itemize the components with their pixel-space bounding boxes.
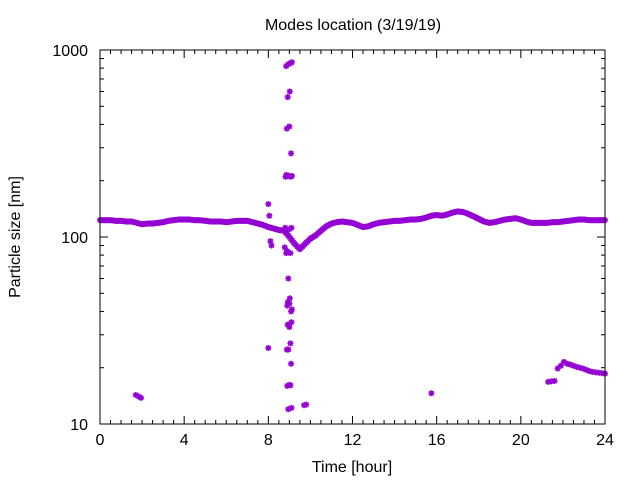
y-axis-label: Particle size [nm] [7,176,24,298]
burst-point [287,382,294,389]
burst-point [303,401,310,408]
burst-point [285,346,292,353]
late-small-point [551,377,558,384]
burst-point [288,172,295,179]
x-tick-label: 0 [96,432,105,449]
burst-point [288,319,295,326]
burst-point [281,244,288,251]
burst-point [267,238,274,245]
burst-point [284,94,291,101]
burst-point [266,212,273,219]
x-axis-label: Time [hour] [312,459,392,476]
y-tick-label: 1000 [52,43,88,60]
plot-frame [99,49,606,425]
data-points [97,59,608,413]
y-tick-label: 100 [61,230,88,247]
x-tick-label: 20 [512,432,530,449]
burst-point [288,150,295,157]
burst-point [286,123,293,130]
burst-point [288,59,295,66]
x-tick-label: 8 [264,432,273,449]
burst-point [285,275,292,282]
chart-title: Modes location (3/19/19) [265,17,441,34]
y-axis-ticks: 10 100 1000 [52,43,605,434]
x-tick-label: 12 [344,432,362,449]
burst-point [265,344,272,351]
burst-point [288,306,295,313]
isolated-point [428,390,435,397]
burst-point [268,242,275,249]
burst-point [286,88,293,95]
burst-point [288,360,295,367]
burst-point [283,250,290,257]
burst-point [285,406,292,413]
burst-point [265,201,272,208]
burst-point [286,324,293,331]
late-small-point [557,362,564,369]
x-axis-ticks: 0 4 8 12 16 20 24 [96,50,614,449]
x-tick-label: 24 [596,432,614,449]
burst-point [284,302,291,309]
burst-point [287,340,294,347]
x-tick-label: 16 [428,432,446,449]
y-tick-label: 10 [70,417,88,434]
burst-point [288,224,295,231]
x-tick-label: 4 [180,432,189,449]
early-small-point [138,394,145,401]
